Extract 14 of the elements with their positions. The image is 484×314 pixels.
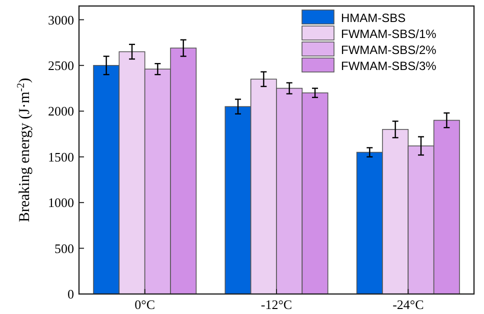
legend-label: FWMAM-SBS/1% xyxy=(341,27,437,41)
y-tick-label: 500 xyxy=(54,240,74,256)
legend-label: HMAM-SBS xyxy=(341,11,406,25)
y-tick-label: 1500 xyxy=(48,149,74,164)
y-tick-label: 3000 xyxy=(48,12,74,28)
y-tick-label: 0 xyxy=(68,286,74,302)
legend-label: FWMAM-SBS/3% xyxy=(341,59,437,73)
x-tick-label: -24°C xyxy=(392,297,424,312)
x-tick-label: 0°C xyxy=(134,297,156,312)
y-tick-label: 1000 xyxy=(48,195,74,210)
y-tick-label: 2000 xyxy=(48,104,74,119)
y-tick-label: 2500 xyxy=(48,58,74,73)
legend-label: FWMAM-SBS/2% xyxy=(341,43,437,57)
x-tick-label: -12°C xyxy=(260,297,292,312)
